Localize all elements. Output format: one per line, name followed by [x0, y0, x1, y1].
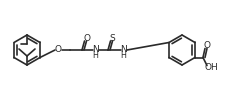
Text: O: O [83, 34, 90, 43]
Text: S: S [110, 34, 115, 43]
Text: H: H [120, 50, 126, 60]
Text: N: N [120, 45, 127, 54]
Text: H: H [93, 50, 98, 60]
Text: O: O [55, 45, 62, 55]
Text: N: N [92, 45, 99, 54]
Text: O: O [204, 41, 210, 50]
Text: OH: OH [205, 63, 218, 72]
